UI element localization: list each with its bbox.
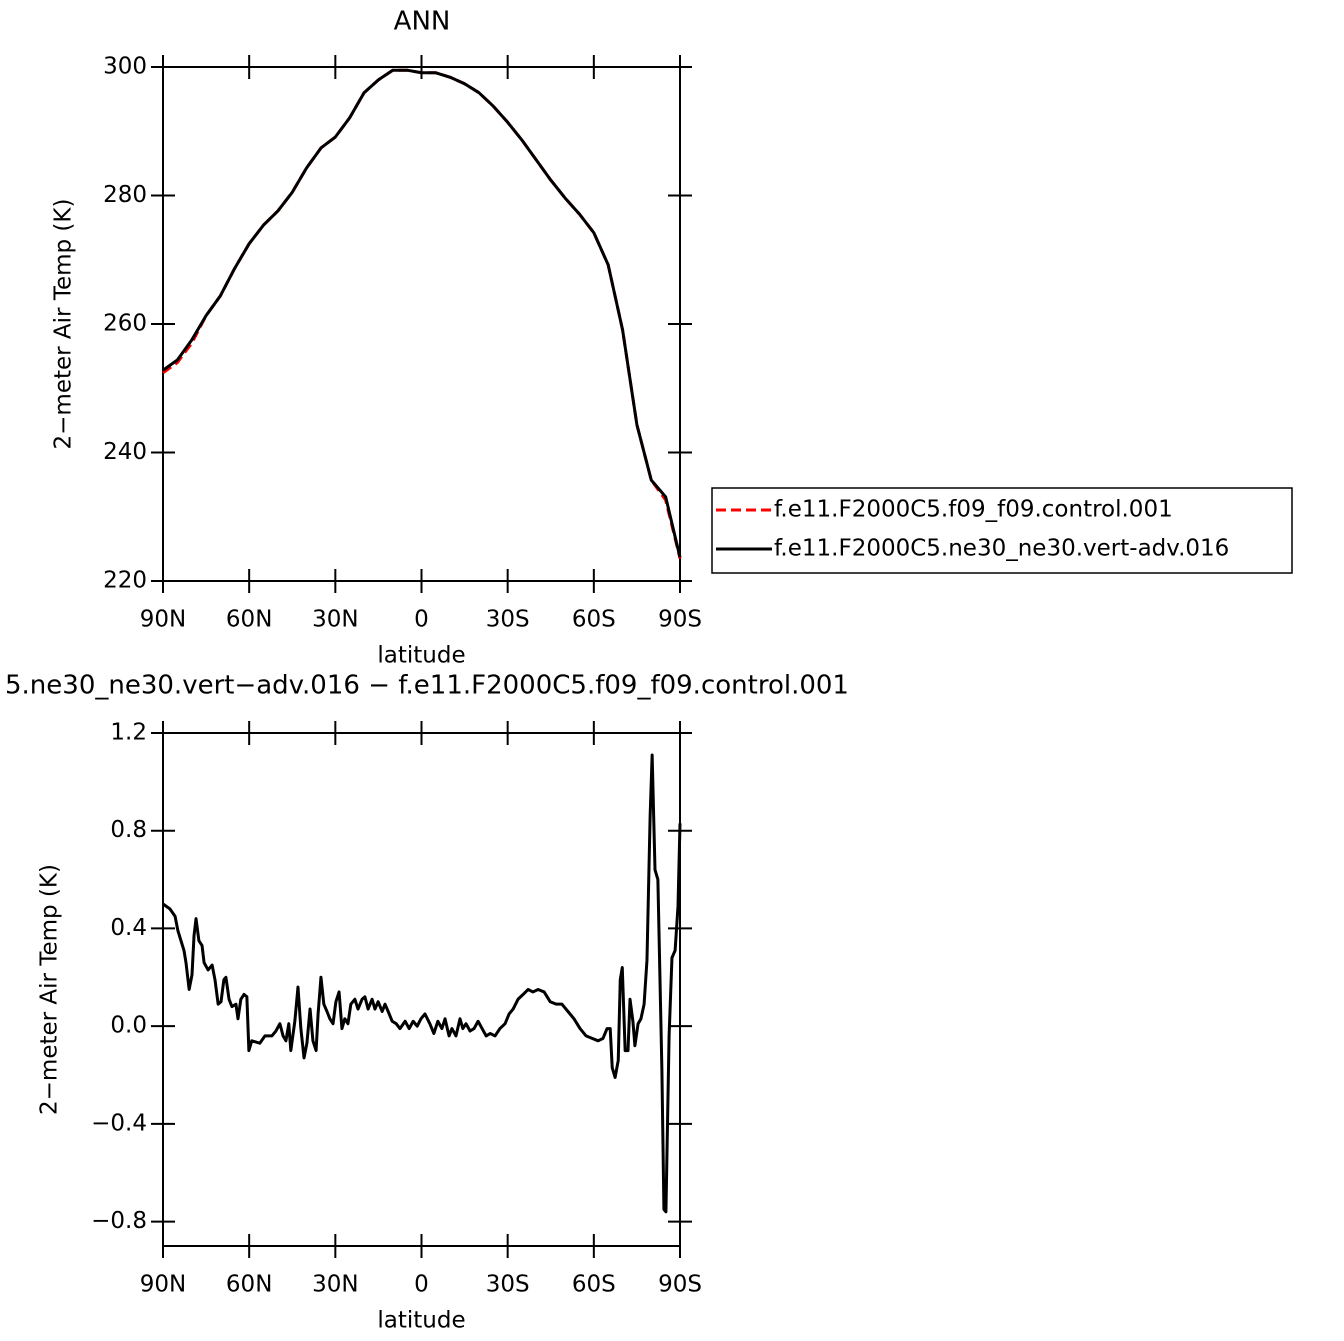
- chart-title: ANN: [394, 7, 451, 37]
- y-tick-label: 0.4: [110, 915, 147, 941]
- y-tick-label: 260: [103, 311, 147, 337]
- y-tick-label: −0.8: [91, 1208, 147, 1234]
- x-tick-label: 90S: [658, 607, 702, 633]
- x-tick-label: 90N: [140, 1272, 186, 1298]
- x-tick-label: 30S: [486, 1272, 530, 1298]
- x-axis-label: latitude: [377, 643, 465, 669]
- x-tick-label: 0: [414, 607, 429, 633]
- legend-box: [711, 487, 1293, 574]
- plot-frame: [162, 732, 681, 1247]
- line-series: [162, 68, 682, 558]
- y-tick-label: 240: [103, 439, 147, 465]
- x-tick-label: 0: [414, 1272, 429, 1298]
- line-series: [162, 68, 682, 559]
- x-axis-label: latitude: [377, 1308, 465, 1334]
- x-tick-label: 60S: [572, 607, 616, 633]
- legend-label: f.e11.F2000C5.f09_f09.control.001: [774, 497, 1173, 523]
- y-tick-label: −0.4: [91, 1110, 147, 1136]
- y-tick-label: 0.0: [110, 1013, 147, 1039]
- y-tick-label: 280: [103, 182, 147, 208]
- y-tick-label: 300: [103, 54, 147, 80]
- line-series: [162, 753, 682, 1214]
- x-tick-label: 30N: [312, 607, 358, 633]
- x-tick-label: 90S: [658, 1272, 702, 1298]
- x-tick-label: 60N: [226, 1272, 272, 1298]
- legend-label: f.e11.F2000C5.ne30_ne30.vert-adv.016: [774, 536, 1229, 562]
- y-tick-label: 1.2: [110, 720, 147, 746]
- x-tick-label: 60S: [572, 1272, 616, 1298]
- x-tick-label: 60N: [226, 607, 272, 633]
- y-axis-label: 2−meter Air Temp (K): [51, 199, 77, 450]
- x-tick-label: 30N: [312, 1272, 358, 1298]
- plot-frame: [162, 66, 681, 582]
- y-axis-label: 2−meter Air Temp (K): [37, 864, 63, 1115]
- y-tick-label: 0.8: [110, 817, 147, 843]
- y-tick-label: 220: [103, 568, 147, 594]
- x-tick-label: 90N: [140, 607, 186, 633]
- chart-title: 5.ne30_ne30.vert−adv.016 − f.e11.F2000C5…: [5, 671, 849, 701]
- x-tick-label: 30S: [486, 607, 530, 633]
